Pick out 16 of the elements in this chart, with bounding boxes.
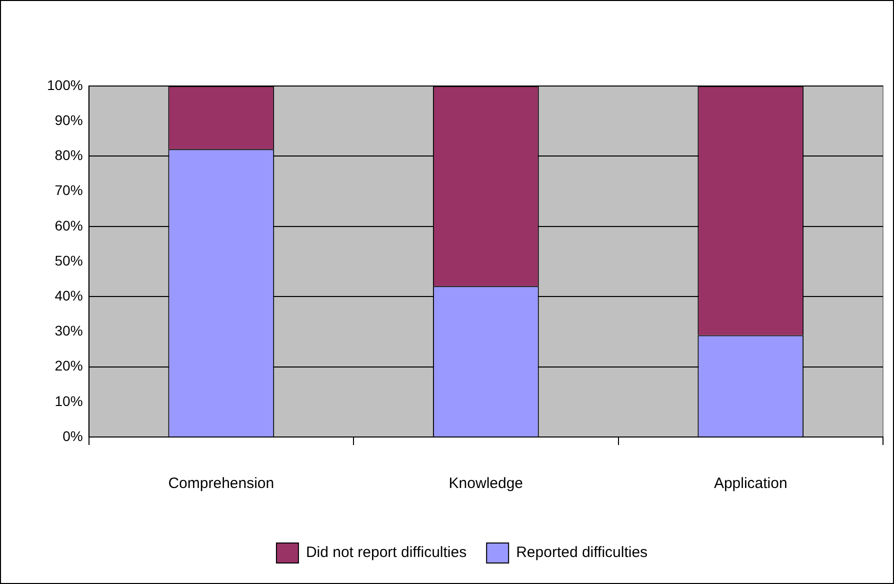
y-tick-label: 100% xyxy=(46,76,83,93)
y-tick-label: 60% xyxy=(54,217,83,234)
y-tick-label: 30% xyxy=(54,322,83,339)
y-tick-label: 0% xyxy=(62,428,83,444)
y-tick-label: 40% xyxy=(54,287,83,304)
y-tick-label: 90% xyxy=(54,112,83,128)
legend-label: Did not report difficulties xyxy=(306,544,467,562)
y-tick-label: 70% xyxy=(54,182,83,198)
y-tick-label: 20% xyxy=(54,358,83,374)
y-tick-label: 50% xyxy=(54,252,83,268)
legend-label: Reported difficulties xyxy=(516,544,648,562)
x-tick-label: Application xyxy=(714,475,788,492)
y-tick-label: 80% xyxy=(54,147,83,164)
y-tick-label: 10% xyxy=(54,392,83,409)
x-tick-label: Knowledge xyxy=(448,475,524,492)
x-tick-label: Comprehension xyxy=(168,475,274,492)
